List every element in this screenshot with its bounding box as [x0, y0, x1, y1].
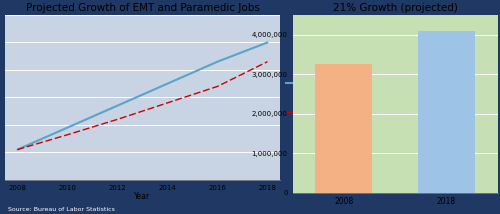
- Bar: [315, 64, 372, 193]
- Bar: [418, 31, 475, 193]
- Legend: Projected EMT
and Paramedic
Jobs, Projected
Growth, All
Civilian Jobs: Projected EMT and Paramedic Jobs, Projec…: [286, 73, 354, 122]
- Title: Employment Outlook:
21% Growth (projected): Employment Outlook: 21% Growth (projecte…: [332, 0, 458, 13]
- Title: Projected Growth of EMT and Paramedic Jobs: Projected Growth of EMT and Paramedic Jo…: [26, 3, 260, 13]
- X-axis label: Year: Year: [134, 192, 150, 201]
- Text: Source: Bureau of Labor Statistics: Source: Bureau of Labor Statistics: [8, 207, 115, 212]
